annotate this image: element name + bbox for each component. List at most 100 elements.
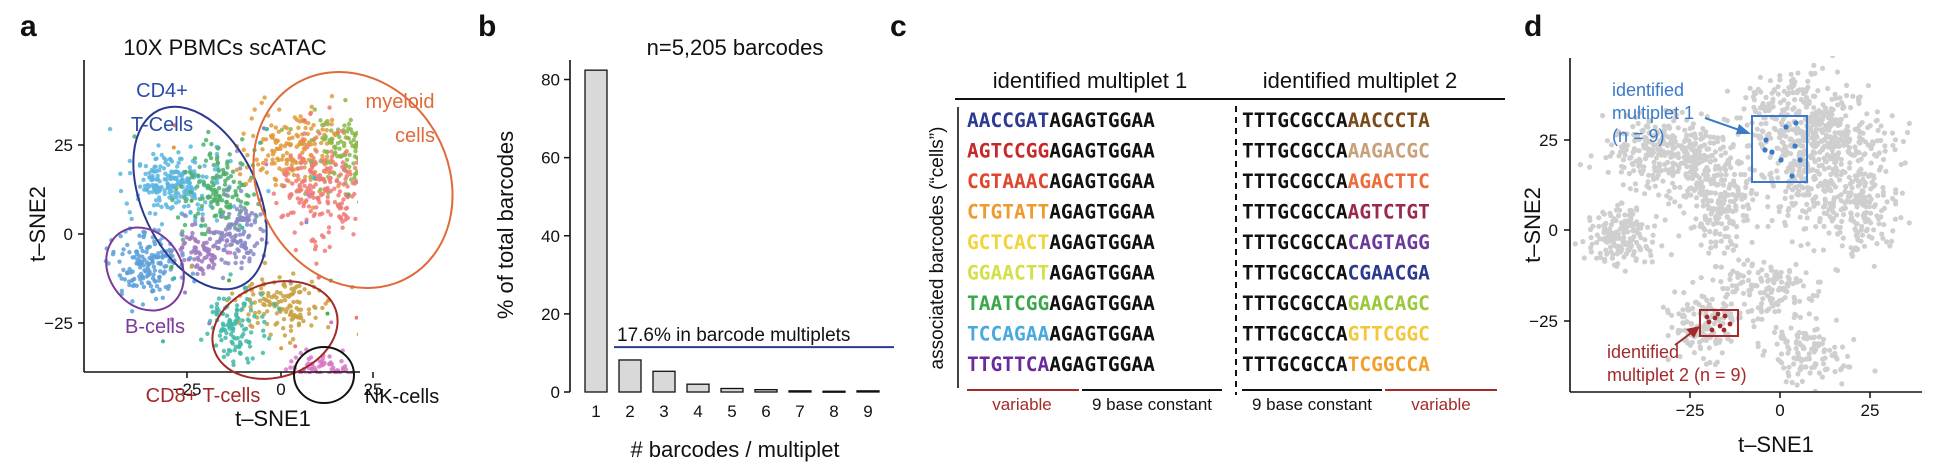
cell-point xyxy=(380,169,384,173)
cell-point xyxy=(388,196,392,200)
cell-point xyxy=(1779,335,1785,341)
myeloid-ellipse xyxy=(252,70,454,290)
cell-point xyxy=(241,255,247,260)
cell-point xyxy=(1808,124,1814,130)
cell-point xyxy=(254,157,259,162)
cell-point xyxy=(1630,124,1636,130)
cell-point xyxy=(1682,327,1688,333)
cell-point xyxy=(239,217,244,223)
cell-point xyxy=(1815,88,1821,94)
cell-point xyxy=(1633,114,1639,120)
cell-point xyxy=(375,151,379,155)
cell-point xyxy=(1815,279,1821,285)
cell-point xyxy=(1653,213,1659,220)
cell-point xyxy=(1603,247,1609,253)
cell-point xyxy=(180,229,185,234)
cell-point xyxy=(330,154,335,159)
cell-point xyxy=(246,312,251,317)
cell-point xyxy=(207,236,213,242)
cell-point xyxy=(423,255,427,259)
cell-point xyxy=(409,197,413,201)
cell-point xyxy=(1699,293,1705,299)
cell-point xyxy=(221,296,227,301)
cell-point xyxy=(157,278,162,283)
cell-point xyxy=(130,299,135,304)
cell-point xyxy=(1718,264,1724,270)
cell-point xyxy=(1880,185,1886,191)
cell-point xyxy=(392,181,396,185)
cell-point xyxy=(1703,129,1709,135)
cluster-label-cd8: CD8+ T-cells xyxy=(146,385,261,407)
cell-point xyxy=(196,173,201,178)
cell-point xyxy=(1731,171,1738,178)
cell-point xyxy=(1681,290,1687,296)
cell-point xyxy=(351,232,356,237)
cell-point xyxy=(204,240,209,245)
cell-point xyxy=(1776,134,1782,141)
cell-point xyxy=(130,269,135,274)
cell-point xyxy=(388,233,392,237)
cell-point xyxy=(300,380,304,384)
cell-point xyxy=(214,305,220,310)
cell-point xyxy=(294,178,299,184)
cell-point xyxy=(401,208,405,212)
cell-point xyxy=(137,163,143,168)
cell-point xyxy=(1761,106,1767,112)
cell-point xyxy=(1658,168,1664,174)
cell-point xyxy=(232,321,238,327)
cell-point xyxy=(399,198,403,202)
cell-point xyxy=(214,213,219,218)
cell-point xyxy=(154,156,159,161)
cell-point xyxy=(1809,346,1815,352)
cell-point xyxy=(371,233,375,237)
cell-point xyxy=(150,276,156,281)
cell-point xyxy=(1878,164,1884,170)
multiplet1-point xyxy=(1789,173,1795,179)
cell-point xyxy=(167,259,172,264)
cell-point xyxy=(153,198,159,203)
cell-point xyxy=(292,230,297,235)
cell-point xyxy=(129,216,134,222)
cell-point xyxy=(1852,197,1858,203)
cell-point xyxy=(1663,107,1669,113)
cell-point xyxy=(1800,345,1806,351)
cell-point xyxy=(335,130,341,135)
cell-point xyxy=(1779,139,1785,145)
cell-point xyxy=(1793,279,1799,285)
cell-point xyxy=(426,204,430,208)
cell-point xyxy=(182,180,187,185)
cell-point xyxy=(1804,215,1810,221)
cell-point xyxy=(318,187,323,192)
cell-point xyxy=(297,183,302,188)
cell-point xyxy=(1838,131,1844,137)
cell-point xyxy=(238,204,243,209)
cell-point xyxy=(243,181,249,187)
cell-point xyxy=(1754,126,1760,132)
cell-point xyxy=(1672,161,1678,167)
cell-point xyxy=(201,181,207,187)
cell-point xyxy=(200,196,205,201)
cell-point xyxy=(1816,334,1822,340)
cell-point xyxy=(409,204,413,208)
cell-point xyxy=(308,169,313,174)
cell-point xyxy=(1824,132,1830,138)
cell-point xyxy=(397,235,401,239)
cell-point xyxy=(1707,140,1713,146)
cell-point xyxy=(266,336,272,341)
cell-point xyxy=(229,234,234,240)
cell-point xyxy=(1786,364,1792,370)
cell-point xyxy=(228,348,233,354)
cell-point xyxy=(1892,147,1898,153)
cell-point xyxy=(423,215,427,219)
cell-point xyxy=(1805,184,1811,191)
cell-point xyxy=(192,218,198,224)
cell-point xyxy=(1844,133,1850,139)
cell-point xyxy=(182,257,187,263)
cell-point xyxy=(1717,231,1723,237)
cell-point xyxy=(1757,105,1763,111)
bar xyxy=(618,359,642,393)
cell-point xyxy=(1700,305,1706,311)
cell-point xyxy=(1800,185,1806,191)
cell-point xyxy=(1798,358,1804,364)
cell-point xyxy=(320,122,325,128)
